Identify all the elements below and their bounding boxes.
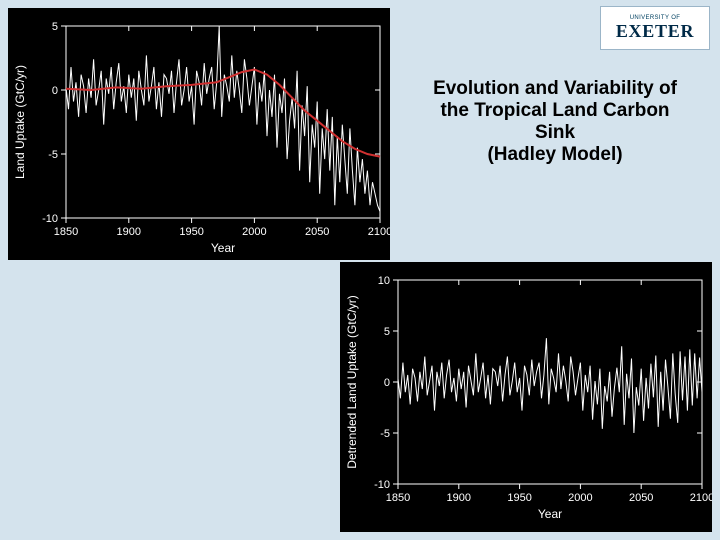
title-line-2: the Tropical Land Carbon: [400, 100, 710, 122]
svg-text:Land Uptake (GtC/yr): Land Uptake (GtC/yr): [13, 65, 27, 179]
svg-text:1850: 1850: [386, 492, 410, 504]
svg-text:-5: -5: [48, 149, 58, 161]
svg-text:1950: 1950: [179, 226, 203, 238]
svg-text:-10: -10: [42, 213, 58, 225]
svg-text:2050: 2050: [629, 492, 653, 504]
chart-land-uptake: 1850 1900 1950 2000 2050 2100 -10 -5 0 5 Year Land …: [8, 8, 390, 260]
svg-text:2100: 2100: [690, 492, 712, 504]
svg-text:5: 5: [384, 326, 390, 338]
svg-text:1900: 1900: [117, 226, 141, 238]
svg-text:Year: Year: [538, 507, 562, 521]
svg-text:Year: Year: [211, 241, 235, 255]
svg-text:10: 10: [378, 275, 390, 287]
exeter-logo: UNIVERSITY OF EXETER: [600, 6, 710, 50]
svg-text:5: 5: [52, 21, 58, 33]
svg-text:-10: -10: [374, 479, 390, 491]
svg-text:2000: 2000: [568, 492, 592, 504]
chart-land-uptake-svg: 1850 1900 1950 2000 2050 2100 -10 -5 0 5 Year Land …: [8, 8, 390, 260]
logo-maintext: EXETER: [616, 21, 694, 42]
svg-text:0: 0: [384, 377, 390, 389]
svg-text:1900: 1900: [447, 492, 471, 504]
chart-detrended-uptake-svg: 1850 1900 1950 2000 2050 2100 -10 -5 0 5 10 Year Det…: [340, 262, 712, 532]
svg-text:2100: 2100: [368, 226, 390, 238]
svg-text:-5: -5: [380, 428, 390, 440]
title-line-4: (Hadley Model): [400, 144, 710, 166]
svg-text:2050: 2050: [305, 226, 329, 238]
svg-text:1950: 1950: [507, 492, 531, 504]
title-line-1: Evolution and Variability of: [400, 78, 710, 100]
slide-title: Evolution and Variability of the Tropica…: [400, 78, 710, 166]
svg-text:1850: 1850: [54, 226, 78, 238]
svg-text:0: 0: [52, 85, 58, 97]
title-line-3: Sink: [400, 122, 710, 144]
svg-text:Detrended Land Uptake (GtC/yr): Detrended Land Uptake (GtC/yr): [345, 295, 359, 468]
chart-detrended-uptake: 1850 1900 1950 2000 2050 2100 -10 -5 0 5 10 Year Det…: [340, 262, 712, 532]
svg-text:2000: 2000: [242, 226, 266, 238]
